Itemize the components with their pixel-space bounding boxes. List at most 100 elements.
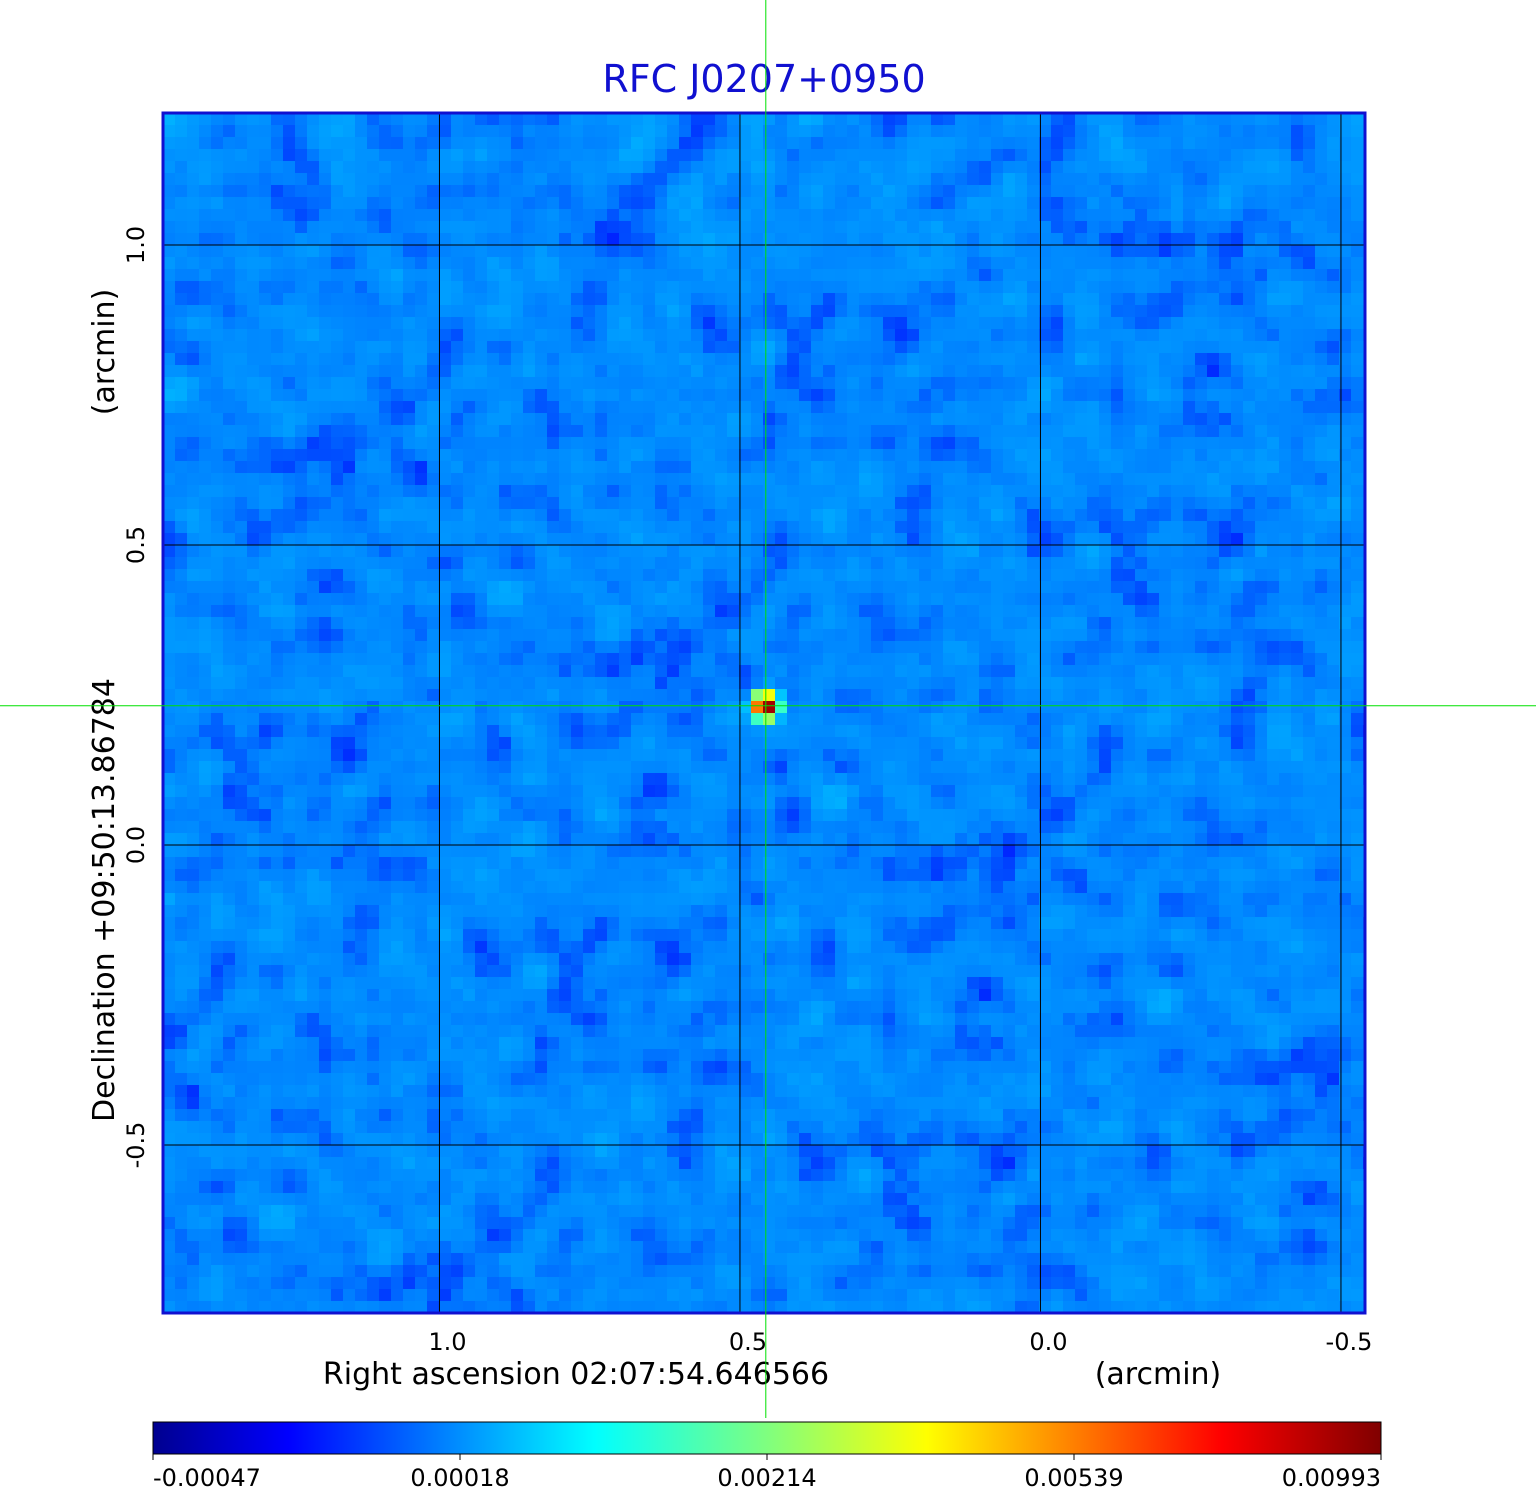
heatmap-pixel [163,113,176,126]
heatmap-pixel [1123,461,1136,474]
heatmap-pixel [835,545,848,558]
heatmap-pixel [763,485,776,498]
heatmap-pixel [1291,245,1304,258]
heatmap-pixel [703,125,716,138]
heatmap-pixel [595,641,608,654]
heatmap-pixel [451,413,464,426]
heatmap-pixel [259,293,272,306]
heatmap-pixel [199,557,212,570]
heatmap-pixel [415,461,428,474]
heatmap-pixel [1099,521,1112,534]
heatmap-pixel [607,641,620,654]
heatmap-pixel [715,401,728,414]
heatmap-pixel [211,461,224,474]
heatmap-pixel [439,389,452,402]
heatmap-pixel [703,545,716,558]
heatmap-pixel [1159,485,1172,498]
heatmap-pixel [235,677,248,690]
heatmap-pixel [367,149,380,162]
heatmap-pixel [367,293,380,306]
heatmap-pixel [439,605,452,618]
heatmap-pixel [1327,545,1340,558]
heatmap-pixel [787,545,800,558]
heatmap-pixel [667,461,680,474]
heatmap-pixel [223,497,236,510]
heatmap-pixel [655,317,668,330]
heatmap-pixel [1147,173,1160,186]
heatmap-pixel [763,557,776,570]
heatmap-pixel [895,509,908,522]
heatmap-pixel [571,341,584,354]
heatmap-pixel [787,137,800,150]
heatmap-pixel [1099,149,1112,162]
heatmap-pixel [487,581,500,594]
heatmap-pixel [523,629,536,642]
heatmap-pixel [799,425,812,438]
heatmap-pixel [1279,341,1292,354]
heatmap-pixel [619,281,632,294]
heatmap-pixel [415,485,428,498]
heatmap-pixel [1015,617,1028,630]
heatmap-pixel [859,473,872,486]
heatmap-pixel [991,377,1004,390]
heatmap-pixel [1111,317,1124,330]
heatmap-pixel [1231,401,1244,414]
heatmap-pixel [907,209,920,222]
heatmap-pixel [751,521,764,534]
heatmap-pixel [1339,545,1352,558]
heatmap-pixel [343,305,356,318]
heatmap-pixel [247,605,260,618]
heatmap-pixel [1219,209,1232,222]
heatmap-pixel [475,617,488,630]
heatmap-pixel [247,221,260,234]
heatmap-pixel [883,485,896,498]
heatmap-pixel [727,557,740,570]
heatmap-pixel [463,653,476,666]
heatmap-pixel [655,449,668,462]
heatmap-pixel [163,605,176,618]
heatmap-pixel [607,293,620,306]
heatmap-pixel [1207,401,1220,414]
heatmap-pixel [355,533,368,546]
heatmap-pixel [175,329,188,342]
heatmap-pixel [1231,545,1244,558]
heatmap-pixel [391,425,404,438]
heatmap-pixel [283,557,296,570]
heatmap-pixel [931,473,944,486]
heatmap-pixel [1099,557,1112,570]
heatmap-pixel [1183,497,1196,510]
heatmap-pixel [175,401,188,414]
heatmap-pixel [223,197,236,210]
heatmap-pixel [523,113,536,126]
heatmap-pixel [595,209,608,222]
heatmap-pixel [211,257,224,270]
heatmap-pixel [751,149,764,162]
heatmap-pixel [871,461,884,474]
heatmap-pixel [619,293,632,306]
heatmap-pixel [643,617,656,630]
heatmap-pixel [835,149,848,162]
heatmap-pixel [1147,269,1160,282]
heatmap-pixel [1003,581,1016,594]
heatmap-pixel [331,605,344,618]
heatmap-pixel [631,677,644,690]
heatmap-pixel [643,557,656,570]
heatmap-pixel [211,353,224,366]
heatmap-pixel [847,593,860,606]
heatmap-pixel [739,401,752,414]
heatmap-pixel [235,293,248,306]
heatmap-pixel [823,413,836,426]
heatmap-pixel [907,665,920,678]
heatmap-pixel [991,257,1004,270]
heatmap-pixel [163,545,176,558]
heatmap-pixel [559,701,572,714]
heatmap-pixel [691,377,704,390]
heatmap-pixel [403,185,416,198]
heatmap-pixel [1219,533,1232,546]
heatmap-pixel [1303,425,1316,438]
heatmap-pixel [259,569,272,582]
heatmap-pixel [703,257,716,270]
heatmap-pixel [379,353,392,366]
heatmap-pixel [1039,329,1052,342]
heatmap-pixel [895,497,908,510]
